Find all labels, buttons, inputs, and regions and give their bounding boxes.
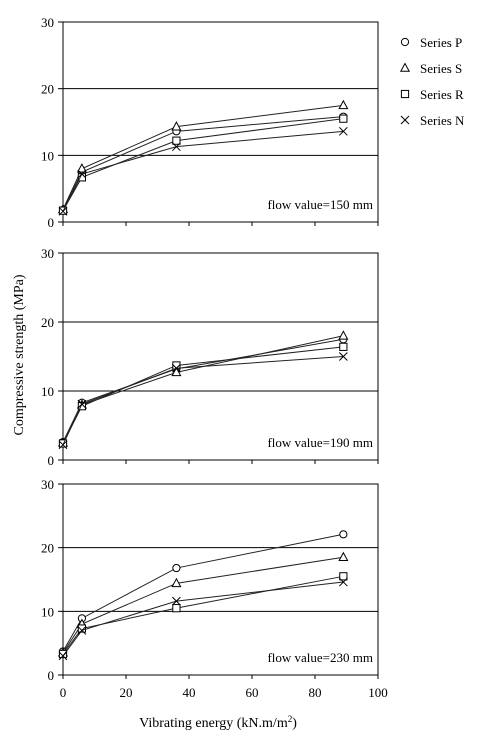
legend-label: Series P	[420, 35, 462, 50]
plot-frame	[62, 252, 379, 461]
series-r-point	[77, 624, 87, 633]
series-n-point	[338, 577, 348, 587]
y-tick-label: 30	[41, 477, 54, 492]
series-r-point	[172, 361, 181, 370]
legend-label: Series S	[420, 61, 462, 76]
series-n-point	[77, 626, 87, 635]
flow-value-annotation: flow value=150 mm	[267, 197, 373, 212]
x-tick-label: 60	[246, 685, 259, 700]
y-tick-label: 10	[41, 148, 54, 163]
series-r-point	[172, 136, 181, 145]
series-r-point	[58, 649, 68, 659]
legend-marker-circle-icon	[400, 37, 410, 47]
series-s-point	[171, 121, 182, 131]
chart-panels: 0 10 20 30 flow value=150 mm 0 10 20 30 flow valu…	[41, 15, 388, 700]
x-tick-label: 40	[183, 685, 196, 700]
series-s-point	[171, 577, 182, 588]
series-n-line	[62, 581, 344, 657]
y-tick-label: 20	[41, 315, 54, 330]
plot-frame	[62, 21, 379, 223]
series-r-point	[339, 572, 348, 581]
series-r-point	[339, 114, 348, 123]
y-tick-label: 30	[41, 15, 54, 30]
legend: Series P Series S Series R Series N	[399, 35, 465, 128]
y-tick-label: 0	[48, 453, 55, 468]
series-n-line	[62, 356, 344, 446]
legend-marker-square-icon	[400, 89, 410, 99]
legend-item-series-r: Series R	[400, 87, 464, 102]
series-n-point	[172, 363, 181, 373]
series-r-line	[62, 575, 344, 655]
series-s-point	[338, 551, 349, 562]
series-p-line	[62, 533, 344, 652]
series-n-point	[58, 206, 68, 216]
y-tick-label: 0	[48, 215, 55, 230]
x-tick-label: 0	[60, 685, 67, 700]
legend-marker-cross-icon	[400, 115, 410, 125]
flow-value-annotation: flow value=190 mm	[267, 435, 373, 450]
y-axis-label: Compressive strength (MPa)	[12, 274, 27, 435]
x-axis-label-superscript: 2	[288, 714, 293, 724]
legend-label: Series N	[420, 113, 465, 128]
series-n-point	[172, 596, 181, 606]
series-s-line	[62, 556, 344, 653]
chart-panel-1: 0 10 20 30 flow value=150 mm	[41, 15, 379, 230]
series-r-point	[339, 342, 348, 351]
series-r-line	[62, 118, 344, 211]
series-n-point	[338, 352, 348, 361]
chart-panel-2: 0 10 20 30 flow value=190 mm	[41, 246, 379, 468]
y-tick-label: 10	[41, 384, 54, 399]
x-tick-label: 20	[120, 685, 133, 700]
series-n-point	[58, 651, 68, 661]
series-n-point	[338, 126, 348, 136]
flow-value-annotation: flow value=230 mm	[267, 650, 373, 665]
legend-label: Series R	[420, 87, 464, 102]
y-tick-label: 10	[41, 604, 54, 619]
series-s-point	[338, 99, 349, 110]
series-p-line	[62, 116, 344, 211]
series-r-point	[172, 604, 181, 613]
series-n-point	[172, 142, 181, 152]
x-tick-label: 100	[368, 685, 388, 700]
series-n-point	[77, 169, 87, 179]
series-r-point	[58, 439, 68, 448]
legend-item-series-p: Series P	[400, 35, 462, 50]
series-p-point	[172, 563, 181, 573]
legend-item-series-s: Series S	[399, 61, 462, 76]
x-axis-label-prefix: Vibrating energy (kN.m/m	[139, 716, 288, 731]
series-s-point	[338, 330, 349, 340]
legend-marker-triangle-icon	[399, 62, 411, 72]
x-axis-label: Vibrating energy (kN.m/m2)	[139, 714, 297, 731]
y-tick-label: 20	[41, 82, 54, 97]
chart-panel-3: 0 10 20 30 0 20 40 60 80 100 flow value=230 mm	[41, 477, 388, 700]
series-n-point	[58, 440, 68, 450]
x-axis-label-suffix: )	[292, 716, 297, 731]
series-p-point	[339, 530, 348, 539]
series-n-point	[77, 399, 87, 409]
x-tick-label: 80	[309, 685, 322, 700]
y-tick-label: 20	[41, 541, 54, 556]
series-s-line	[62, 104, 344, 210]
series-r-point	[77, 402, 87, 411]
legend-item-series-n: Series N	[400, 113, 465, 128]
series-s-point	[171, 366, 182, 377]
plot-frame	[62, 483, 379, 676]
series-n-line	[62, 130, 344, 212]
y-tick-label: 30	[41, 246, 54, 261]
series-s-point	[76, 163, 87, 173]
y-tick-label: 0	[48, 668, 55, 683]
